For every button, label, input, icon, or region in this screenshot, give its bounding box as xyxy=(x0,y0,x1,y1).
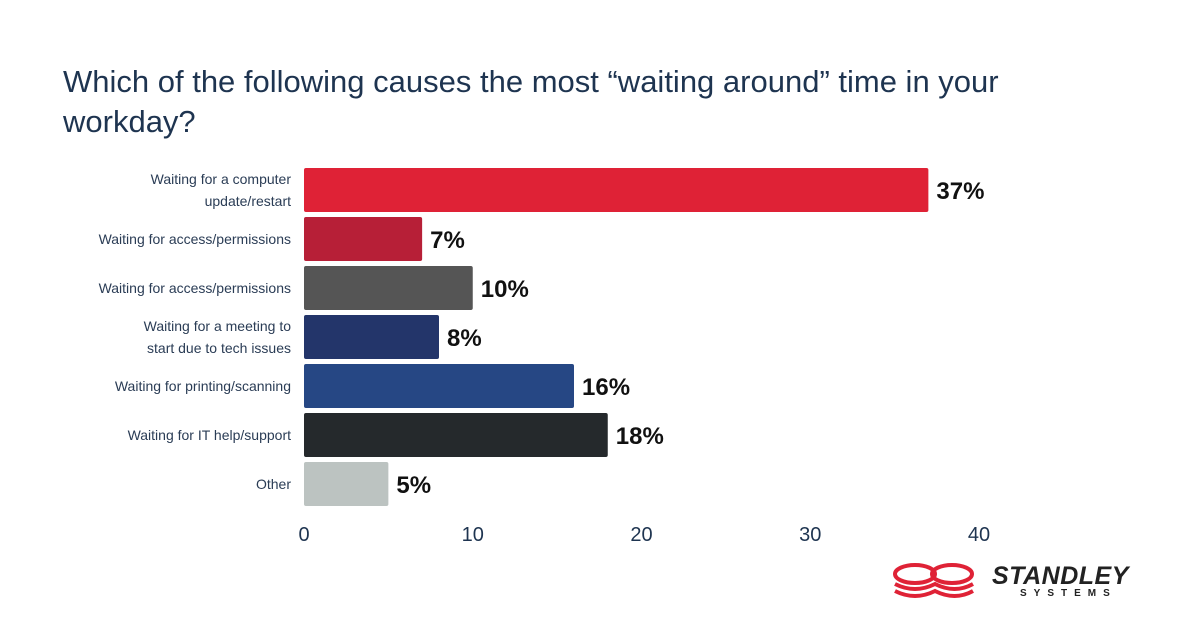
category-label: Waiting for a meeting to xyxy=(144,318,292,334)
category-label: Waiting for IT help/support xyxy=(128,427,292,443)
bar xyxy=(304,413,608,457)
category-label: Waiting for a computer xyxy=(151,171,292,187)
category-label: Waiting for access/permissions xyxy=(99,280,291,296)
logo-name: STANDLEY xyxy=(992,562,1129,590)
logo-sub: SYSTEMS xyxy=(1020,588,1117,599)
chart-title: Which of the following causes the most “… xyxy=(63,64,999,139)
x-tick-label: 20 xyxy=(630,524,652,546)
value-label: 10% xyxy=(481,276,529,303)
category-label: Waiting for access/permissions xyxy=(99,231,291,247)
category-label: start due to tech issues xyxy=(147,340,291,356)
bar xyxy=(304,315,439,359)
value-label: 18% xyxy=(616,423,664,450)
category-label: Waiting for printing/scanning xyxy=(115,378,291,394)
value-label: 8% xyxy=(447,325,482,352)
x-tick-label: 40 xyxy=(968,524,990,546)
value-label: 7% xyxy=(430,227,465,254)
bar xyxy=(304,217,423,261)
x-tick-label: 10 xyxy=(462,524,484,546)
standley-logo: STANDLEY SYSTEMS xyxy=(890,560,1170,605)
bar xyxy=(304,462,389,506)
category-label: update/restart xyxy=(205,193,291,209)
bar xyxy=(304,364,574,408)
value-label: 16% xyxy=(582,374,630,401)
x-tick-label: 30 xyxy=(799,524,821,546)
bar xyxy=(304,266,473,310)
logo-mark-icon xyxy=(893,563,974,598)
category-label: Other xyxy=(256,476,291,492)
value-label: 37% xyxy=(936,178,984,205)
value-label: 5% xyxy=(396,472,431,499)
bar xyxy=(304,168,929,212)
x-tick-label: 0 xyxy=(298,524,309,546)
